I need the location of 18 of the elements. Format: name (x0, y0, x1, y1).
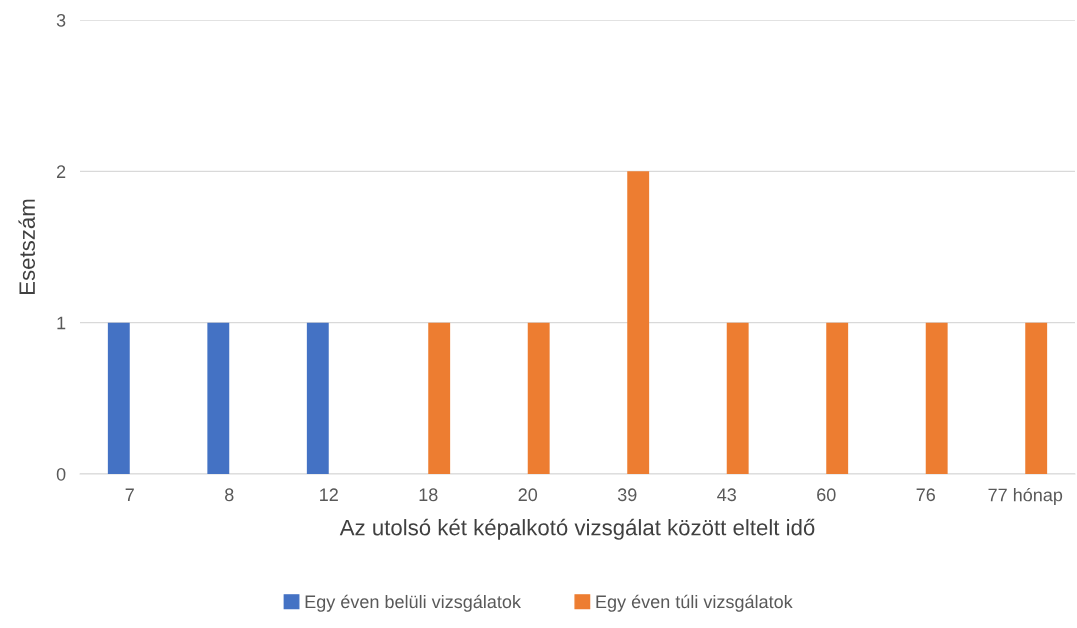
x-tick-label: 20 (518, 488, 538, 502)
x-tick-label: 39 (617, 488, 637, 502)
x-tick-label: 43 (717, 488, 736, 502)
x-tick-label: 7 (125, 488, 134, 501)
y-tick-label: 2 (56, 165, 66, 178)
x-tick-label: 8 (225, 488, 234, 502)
x-tick-label: 12 (320, 488, 338, 501)
y-tick-label: 0 (56, 467, 66, 481)
legend-label: Egy éven belüli vizsgálatok (305, 594, 521, 612)
y-axis-title: Esetszám (18, 199, 36, 294)
x-tick-label: 60 (817, 488, 836, 502)
x-tick-label: 76 (916, 488, 935, 502)
y-tick-label: 1 (57, 316, 66, 330)
x-tick-label: 18 (419, 488, 438, 502)
legend-label: Egy éven túli vizsgálatok (596, 594, 793, 612)
x-axis-title: Az utolsó két képalkotó vizsgálat között eltelt idő (339, 518, 815, 540)
x-tick-label: 77 hónap (988, 487, 1063, 505)
y-tick-label: 3 (56, 13, 66, 27)
